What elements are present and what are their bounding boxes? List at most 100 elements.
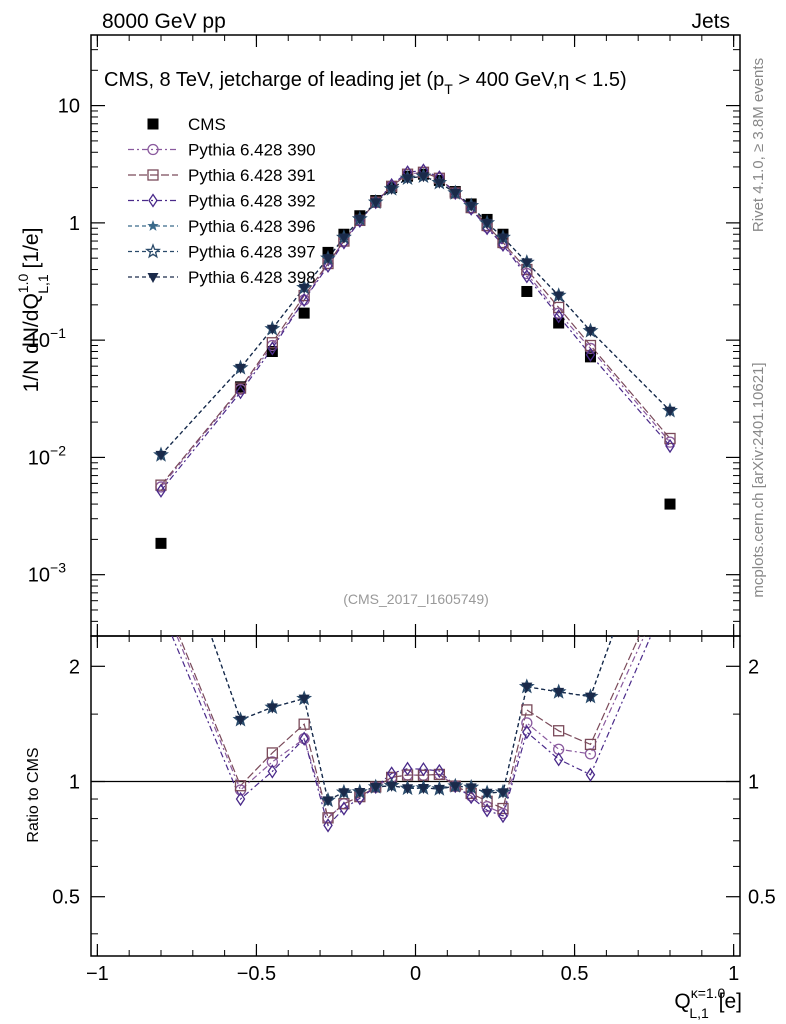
data-point-cms — [266, 346, 278, 358]
ratio-line-pythia-6-428-392 — [171, 636, 652, 827]
ratio-point-pythia-6-428-392 — [434, 763, 445, 779]
rivet-version-label: Rivet 4.1.0, ≥ 3.8M events — [750, 58, 767, 232]
ratio-point-pythia-6-428-392 — [157, 604, 165, 616]
data-point-pythia-6-428-390 — [553, 307, 565, 319]
data-point-pythia-6-428-398 — [354, 214, 366, 225]
ratio-point-pythia-6-428-392 — [585, 767, 596, 782]
data-point-pythia-6-428-398 — [235, 363, 247, 374]
data-point-pythia-6-428-392 — [267, 341, 278, 356]
main-y-axis-label: 1/N dN/dQ1.0 L,1 [1/e] — [15, 228, 51, 393]
data-point-pythia-6-428-398 — [497, 233, 509, 244]
ratio-point-pythia-6-428-390 — [665, 574, 675, 584]
ratio-point-pythia-6-428-390 — [521, 717, 533, 729]
x-axis-label: Qκ=1.0 L,1 [e] — [674, 985, 742, 1021]
legend-label-pythia-6-428-391: Pythia 6.428 391 — [188, 166, 316, 185]
ratio-point-pythia-6-428-398 — [497, 788, 509, 799]
ratio-point-pythia-6-428-398 — [449, 782, 461, 793]
x-tick-label: −1 — [86, 963, 109, 985]
plot-title: CMS, 8 TeV, jetcharge of leading jet (pT… — [104, 69, 627, 97]
ratio-point-pythia-6-428-391 — [298, 718, 310, 730]
legend-label-pythia-6-428-390: Pythia 6.428 390 — [188, 141, 316, 160]
header-category-label: Jets — [691, 10, 730, 33]
y-tick-label: 1 — [69, 213, 80, 235]
ratio-point-pythia-6-428-398 — [266, 703, 278, 714]
data-point-cms — [155, 537, 167, 549]
ratio-point-pythia-6-428-391 — [497, 802, 509, 815]
ratio-plot-frame — [90, 635, 741, 957]
data-point-pythia-6-428-398 — [338, 233, 350, 244]
ratio-point-pythia-6-428-392 — [522, 724, 532, 740]
data-point-pythia-6-428-398 — [433, 178, 445, 189]
ratio-point-pythia-6-428-391 — [584, 738, 597, 751]
ratio-line-pythia-6-428-390 — [176, 636, 645, 819]
legend-marker-pythia-6-428-396 — [147, 220, 159, 231]
legend-label-cms: CMS — [188, 115, 226, 134]
data-point-pythia-6-428-398 — [370, 198, 382, 209]
x-tick-label: 0 — [410, 963, 421, 985]
data-point-cms — [521, 285, 533, 297]
data-point-pythia-6-428-398 — [266, 324, 278, 335]
data-point-pythia-6-428-398 — [322, 254, 334, 265]
ratio-point-pythia-6-428-392 — [299, 731, 309, 746]
ratio-point-pythia-6-428-398 — [521, 682, 533, 693]
ratio-point-pythia-6-428-392 — [235, 791, 246, 807]
data-point-pythia-6-428-391 — [584, 339, 597, 352]
ratio-y-tick-label: 2 — [69, 656, 80, 678]
legend-marker-pythia-6-428-390 — [147, 143, 159, 156]
x-tick-label: −0.5 — [237, 963, 276, 985]
data-point-cms — [298, 307, 310, 319]
legend-marker-pythia-6-428-397 — [145, 243, 161, 259]
ratio-point-pythia-6-428-398 — [433, 784, 445, 795]
data-point-pythia-6-428-398 — [298, 283, 310, 294]
data-point-pythia-6-428-391 — [155, 479, 167, 491]
ratio-point-pythia-6-428-391 — [553, 725, 565, 737]
header-energy-label: 8000 GeV pp — [102, 10, 226, 33]
ratio-point-pythia-6-428-397 — [664, 470, 676, 482]
data-point-pythia-6-428-392 — [585, 347, 596, 362]
data-point-pythia-6-428-398 — [553, 291, 565, 302]
y-tick-label: 10−3 — [28, 560, 66, 587]
ratio-point-pythia-6-428-391 — [665, 562, 675, 572]
legend-marker-pythia-6-428-391 — [147, 169, 159, 181]
legend-label-pythia-6-428-392: Pythia 6.428 392 — [188, 192, 316, 211]
ratio-y-tick-label-right: 2 — [748, 656, 759, 678]
y-tick-label: 10−2 — [28, 442, 66, 469]
ratio-point-pythia-6-428-398 — [370, 782, 382, 793]
ratio-y-axis-label: Ratio to CMS — [25, 747, 42, 842]
ratio-point-pythia-6-428-398 — [584, 692, 596, 703]
ratio-point-pythia-6-428-392 — [498, 808, 508, 824]
ratio-y-tick-label: 1 — [69, 772, 80, 794]
data-point-cms — [664, 498, 676, 510]
data-point-pythia-6-428-392 — [323, 258, 333, 274]
x-tick-label: 1 — [728, 963, 739, 985]
ratio-point-pythia-6-428-392 — [339, 801, 349, 816]
ratio-point-pythia-6-428-398 — [481, 788, 493, 799]
legend-marker-pythia-6-428-392 — [148, 193, 158, 208]
ratio-point-pythia-6-428-398 — [665, 473, 676, 483]
ratio-point-pythia-6-428-392 — [553, 752, 564, 767]
ratio-point-pythia-6-428-398 — [235, 715, 247, 726]
data-point-pythia-6-428-391 — [266, 337, 278, 349]
ratio-point-pythia-6-428-390 — [266, 756, 278, 768]
analysis-watermark: (CMS_2017_I1605749) — [343, 591, 489, 607]
ratio-point-pythia-6-428-398 — [417, 784, 429, 795]
mcplots-source-label: mcplots.cern.ch [arXiv:2401.10621] — [750, 362, 767, 597]
legend-label-pythia-6-428-398: Pythia 6.428 398 — [188, 268, 316, 287]
legend-label-pythia-6-428-396: Pythia 6.428 396 — [188, 217, 316, 236]
ratio-point-pythia-6-428-398 — [465, 783, 477, 794]
data-point-pythia-6-428-398 — [664, 406, 676, 417]
data-point-pythia-6-428-391 — [234, 382, 247, 394]
ratio-point-pythia-6-428-391 — [234, 780, 247, 792]
data-point-pythia-6-428-398 — [465, 201, 477, 212]
data-point-pythia-6-428-392 — [156, 483, 166, 498]
ratio-point-pythia-6-428-398 — [553, 687, 565, 698]
y-tick-label: 10 — [58, 96, 80, 118]
ratio-point-pythia-6-428-392 — [482, 803, 492, 818]
ratio-y-tick-label: 0.5 — [52, 887, 80, 909]
data-point-pythia-6-428-392 — [235, 385, 246, 400]
data-point-pythia-6-428-392 — [299, 292, 309, 308]
ratio-point-pythia-6-428-391 — [156, 587, 166, 597]
ratio-point-pythia-6-428-390 — [156, 592, 166, 602]
ratio-point-pythia-6-428-398 — [354, 787, 366, 798]
